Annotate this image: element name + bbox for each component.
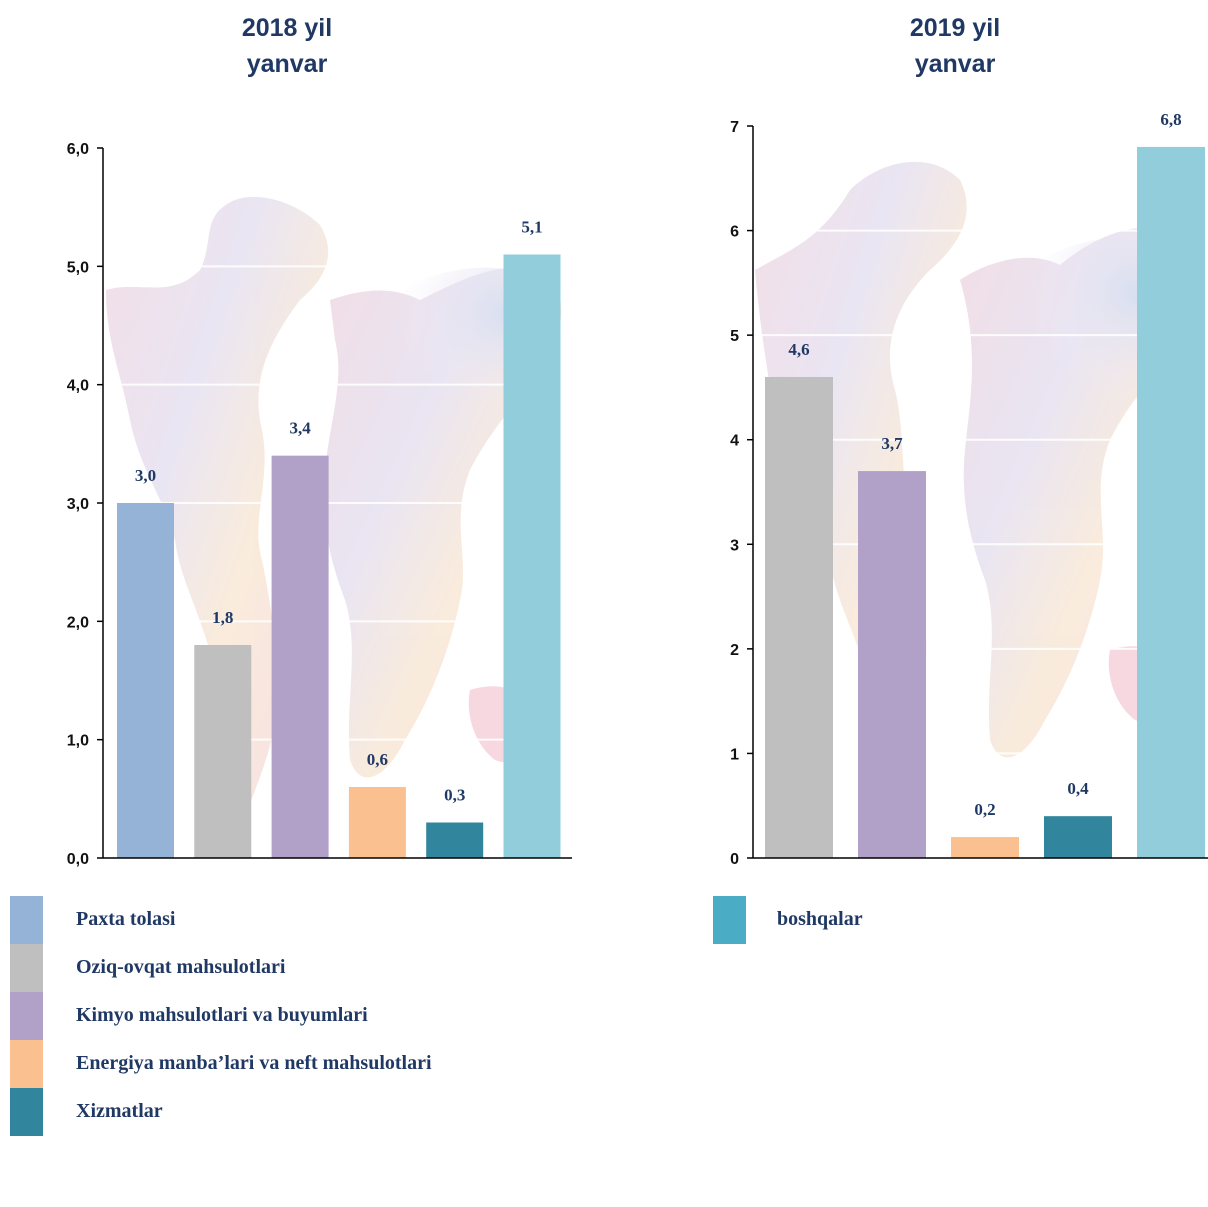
legend-label: boshqalar [777,908,863,930]
data-label: 6,8 [1160,110,1181,129]
legend-label: Paxta tolasi [76,908,176,930]
y-tick-label: 2 [730,642,739,659]
legend-label: Oziq-ovqat mahsulotlari [76,956,286,978]
data-label: 0,2 [974,800,995,819]
data-label: 1,8 [212,608,233,627]
data-label: 3,4 [289,419,311,438]
data-label: 4,6 [788,340,809,359]
bar [426,822,484,858]
bar [503,254,561,858]
y-tick-label: 6 [730,224,739,241]
y-tick-label: 5 [730,328,739,345]
legend-label: Xizmatlar [76,1100,163,1122]
chart-2018-title-line1: 2018 yil [241,14,333,42]
y-tick-label: 4 [730,433,739,450]
legend-swatch [10,1088,43,1136]
legend-swatch [10,992,43,1040]
data-label: 0,4 [1067,779,1089,798]
y-tick-label: 2,0 [67,614,89,631]
bar [194,645,252,858]
legend-label: Kimyo mahsulotlari va buyumlari [76,1004,368,1026]
chart-2018-title: 2018 yil yanvar [137,10,437,82]
bar [951,837,1019,858]
data-label: 3,0 [135,466,156,485]
data-label: 0,6 [367,750,388,769]
y-tick-label: 0,0 [67,851,89,868]
data-label: 0,3 [444,786,465,805]
chart-2018: 3,0 1,8 3,4 0,6 0,3 5,1 0,0 1,0 2,0 3,0 4,0 5,0 6,0 [67,141,572,868]
legend-swatch [10,896,43,944]
bar [348,787,406,858]
y-tick-label: 4,0 [67,378,89,395]
y-tick-label: 5,0 [67,259,89,276]
y-tick-label: 7 [730,119,739,136]
legend-swatch [10,1040,43,1088]
y-tick-label: 1 [730,746,739,763]
chart-2019-title: 2019 yil yanvar [805,10,1105,82]
y-tick-label: 3,0 [67,496,89,513]
y-tick-label: 3 [730,537,739,554]
world-map-background-2018 [106,196,562,830]
data-label: 3,7 [881,434,903,453]
data-label: 5,1 [521,218,542,237]
bar [765,376,833,858]
bar [1137,146,1205,858]
legend-label: Energiya manba’lari va neft mahsulotlari [76,1052,432,1074]
bar [858,471,926,858]
legend-swatch [10,944,43,992]
y-tick-label: 0 [730,851,739,868]
charts-canvas: 3,01,83,40,60,35,10,01,02,03,04,05,06,0 … [67,110,1208,868]
chart-2019: 4,6 3,7 0,2 0,4 6,8 0 1 2 3 4 5 6 7 [730,110,1208,868]
y-tick-label: 1,0 [67,733,89,750]
bar [271,455,329,858]
bar [117,503,174,858]
bar [1044,816,1112,858]
y-tick-label: 6,0 [67,141,89,158]
legend-swatch [713,896,746,944]
chart-2019-title-line1: 2019 yil [909,14,1001,42]
chart-2019-title-line2: yanvar [914,50,996,78]
chart-2018-title-line2: yanvar [246,50,328,78]
